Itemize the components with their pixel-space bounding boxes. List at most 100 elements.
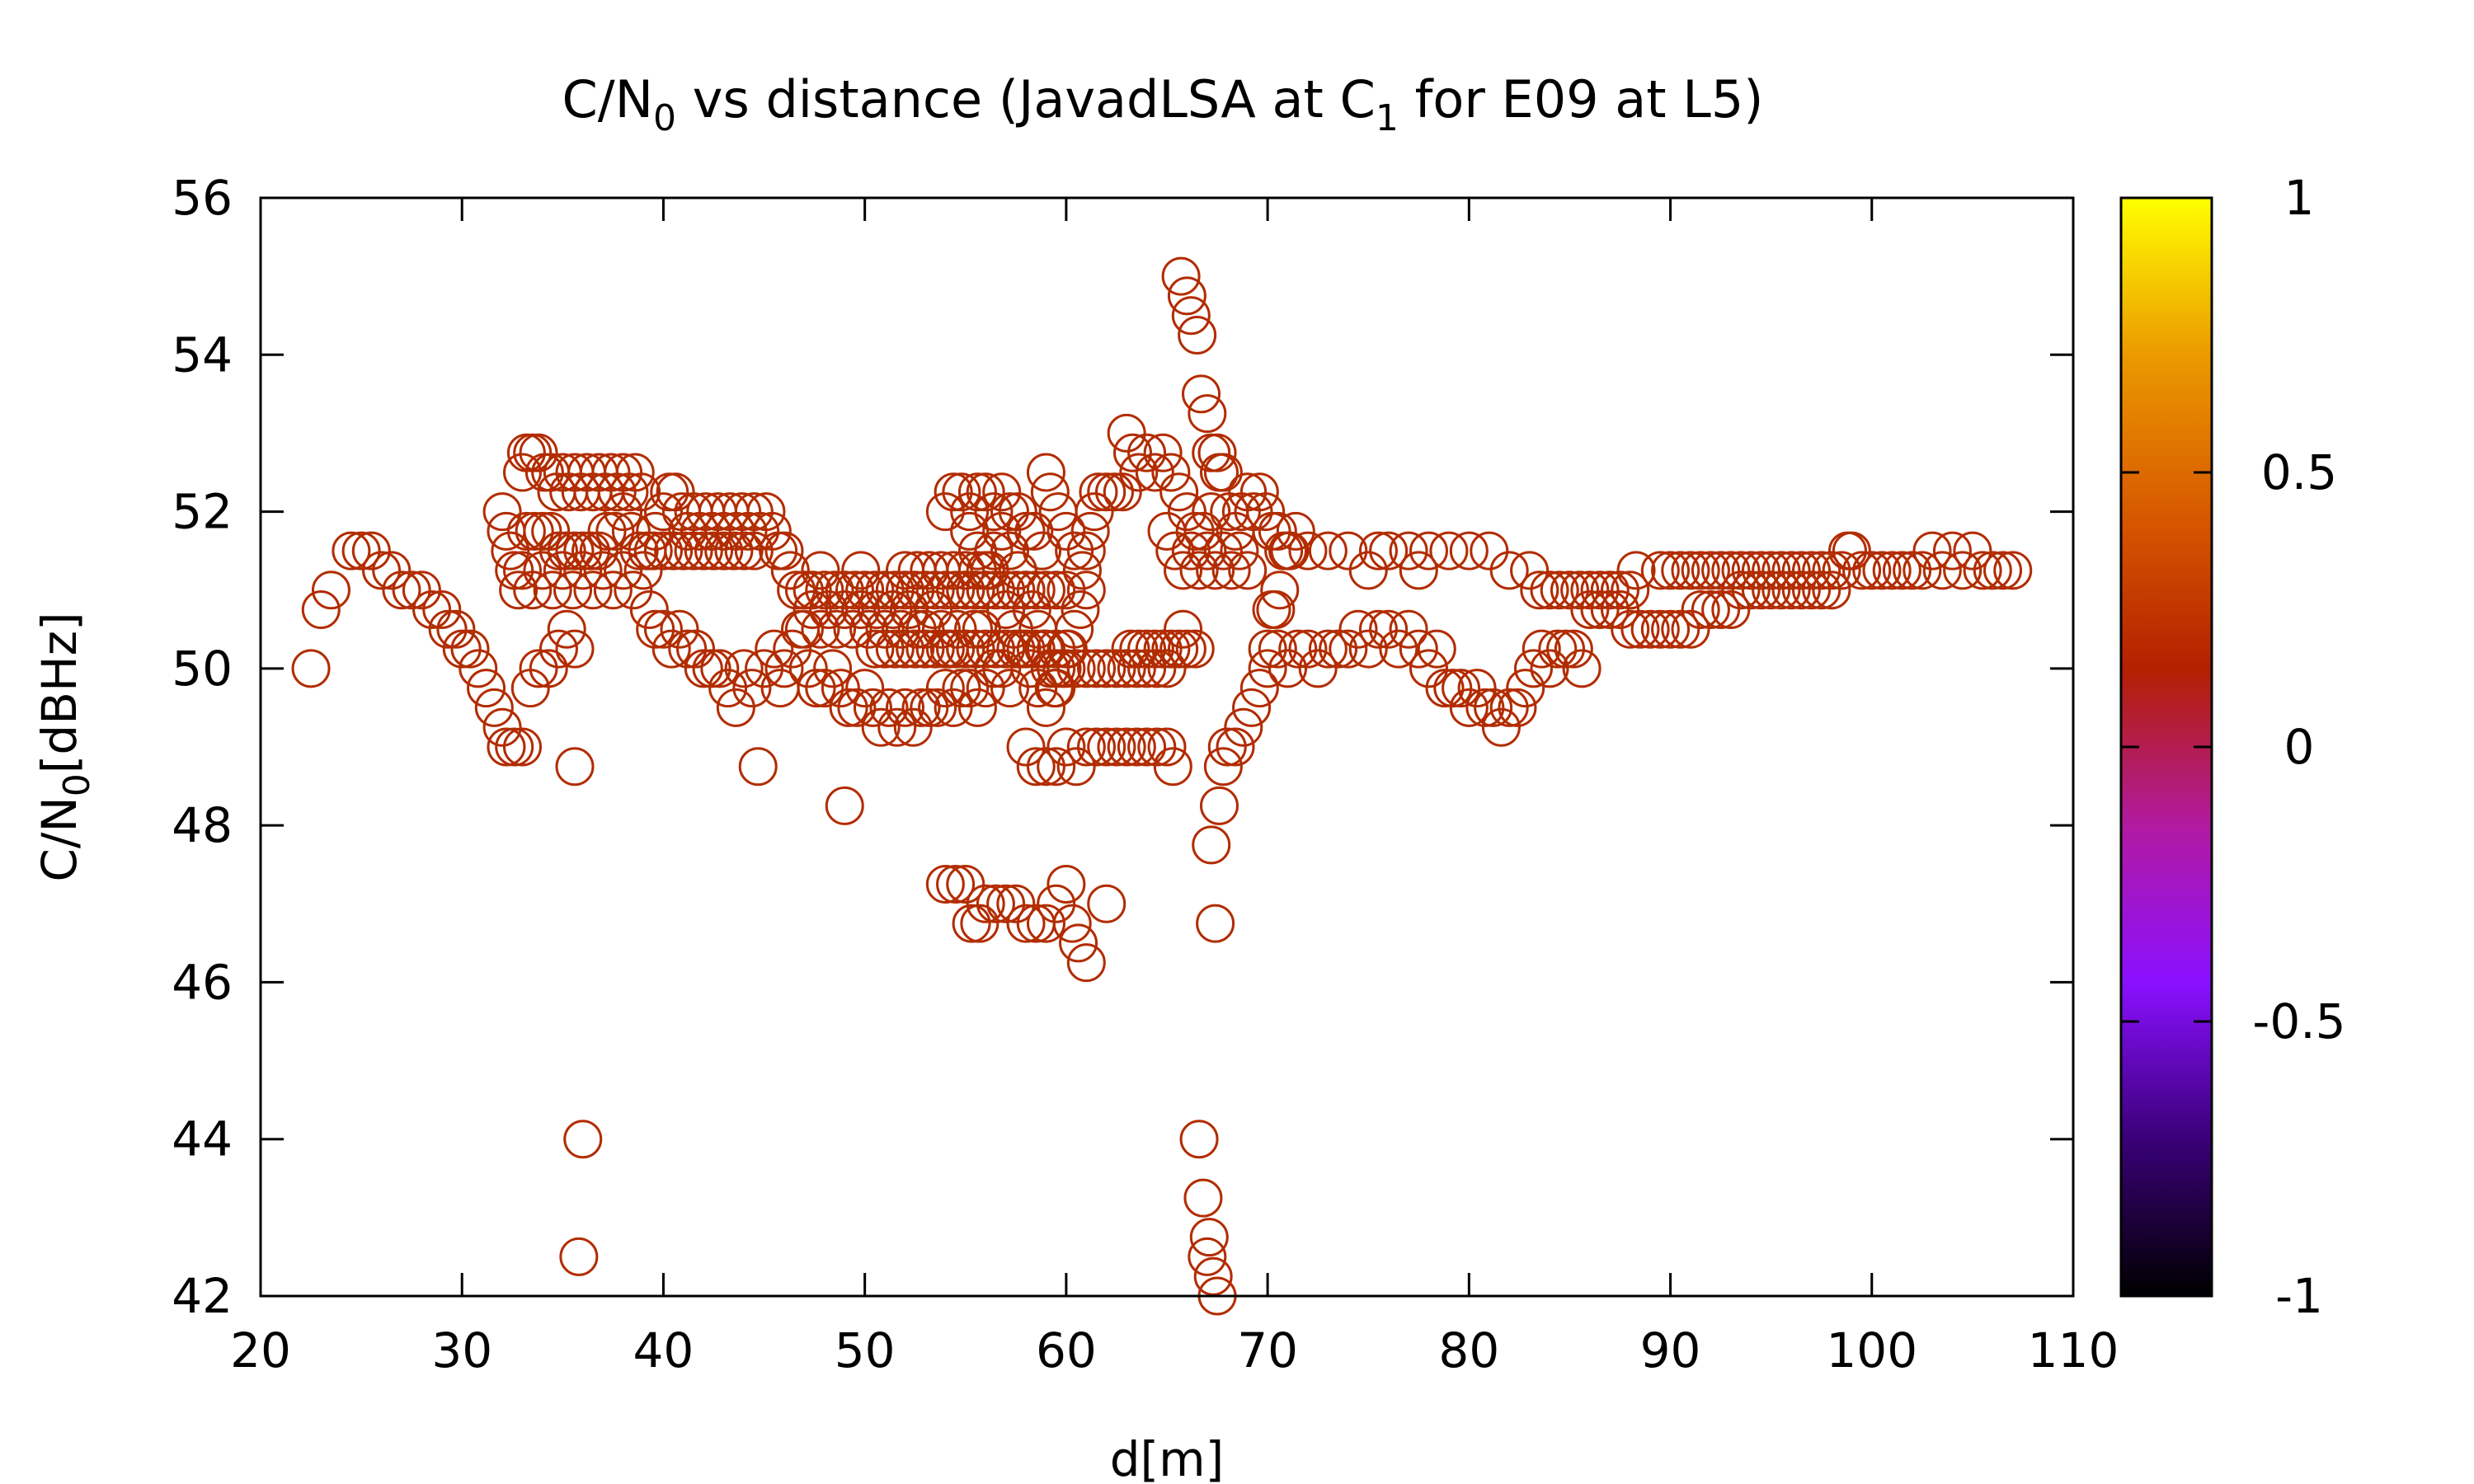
data-point (1640, 551, 1680, 590)
data-point (519, 433, 558, 472)
data-point (1449, 688, 1489, 727)
data-point (1143, 433, 1183, 472)
data-point (815, 571, 854, 610)
data-point (755, 629, 794, 669)
data-point (1369, 531, 1409, 571)
data-point (595, 511, 635, 551)
chart-title: C/N0 vs distance (JavadLSA at C1 for E09… (562, 69, 1763, 139)
data-point (1047, 571, 1086, 610)
data-point (704, 531, 744, 571)
data-point (1061, 590, 1100, 629)
data-point (1056, 747, 1096, 787)
data-point (1196, 551, 1235, 590)
data-point (986, 571, 1026, 610)
data-point (1522, 629, 1561, 669)
data-point (934, 688, 973, 727)
data-point (1143, 629, 1183, 669)
data-point (1260, 571, 1300, 610)
data-point (777, 571, 816, 610)
data-point (734, 531, 774, 571)
data-point (1570, 590, 1610, 629)
data-point (905, 609, 945, 649)
data-point (1474, 688, 1513, 727)
data-point (966, 571, 1005, 610)
data-point (1761, 551, 1801, 590)
data-point (1066, 531, 1106, 571)
y-tick-label: 42 (172, 1268, 233, 1324)
data-point (960, 904, 999, 943)
data-point (1119, 629, 1159, 669)
y-axis-label: C/N0[dBHz] (31, 612, 98, 881)
data-point (422, 590, 462, 629)
data-point (539, 531, 578, 571)
data-point (845, 571, 885, 610)
data-point (942, 472, 981, 512)
data-point (934, 472, 973, 512)
data-point (1546, 629, 1586, 669)
data-point (853, 688, 892, 727)
data-point (1671, 609, 1710, 649)
data-point (910, 688, 949, 727)
data-point (925, 571, 965, 610)
x-tick-label: 50 (835, 1322, 896, 1378)
data-point (1167, 492, 1206, 532)
data-point (382, 571, 421, 610)
data-point (1268, 531, 1308, 571)
data-point (660, 609, 699, 649)
data-point (821, 669, 860, 708)
data-point (1489, 688, 1529, 727)
y-tick-label: 44 (172, 1111, 233, 1167)
data-point (1119, 453, 1159, 492)
data-point (1389, 531, 1428, 571)
data-point (835, 571, 874, 610)
data-point (1175, 629, 1215, 669)
data-point (519, 649, 558, 688)
data-point (1741, 571, 1780, 610)
data-point (1611, 571, 1650, 610)
data-point (745, 649, 784, 688)
data-point (1298, 649, 1338, 688)
data-point (1852, 551, 1892, 590)
data-point (1079, 472, 1118, 512)
data-point (886, 571, 925, 610)
data-point (1026, 904, 1065, 943)
data-point (976, 629, 1015, 669)
data-point (1066, 649, 1106, 688)
data-point (1178, 316, 1217, 355)
data-point (1912, 531, 1952, 571)
data-point (1752, 551, 1791, 590)
data-point (905, 571, 945, 610)
data-point (1616, 551, 1656, 590)
data-point (436, 609, 476, 649)
data-point (502, 453, 542, 492)
data-point (499, 571, 539, 610)
data-point (1481, 707, 1521, 747)
data-point (936, 629, 976, 669)
data-point (998, 551, 1037, 590)
data-point (746, 492, 786, 532)
data-point (849, 609, 889, 649)
data-point (855, 571, 895, 610)
data-point (563, 1120, 603, 1159)
data-point (301, 590, 341, 629)
data-point (1087, 727, 1126, 767)
data-point (1147, 511, 1187, 551)
data-point (1211, 551, 1251, 590)
data-point (633, 531, 673, 571)
data-point (1056, 649, 1096, 688)
data-point (837, 688, 877, 727)
data-point (1112, 433, 1152, 472)
y-tick-label: 54 (172, 326, 233, 383)
data-point (805, 669, 844, 708)
data-point (801, 551, 840, 590)
data-point (809, 590, 849, 629)
data-point (1193, 1256, 1233, 1296)
data-point (1812, 571, 1851, 610)
data-point (1179, 1120, 1219, 1159)
data-point (1409, 649, 1448, 688)
data-point (1661, 551, 1700, 590)
data-point (1781, 571, 1821, 610)
data-point (1802, 571, 1841, 610)
data-point (950, 511, 990, 551)
data-point (1389, 609, 1428, 649)
